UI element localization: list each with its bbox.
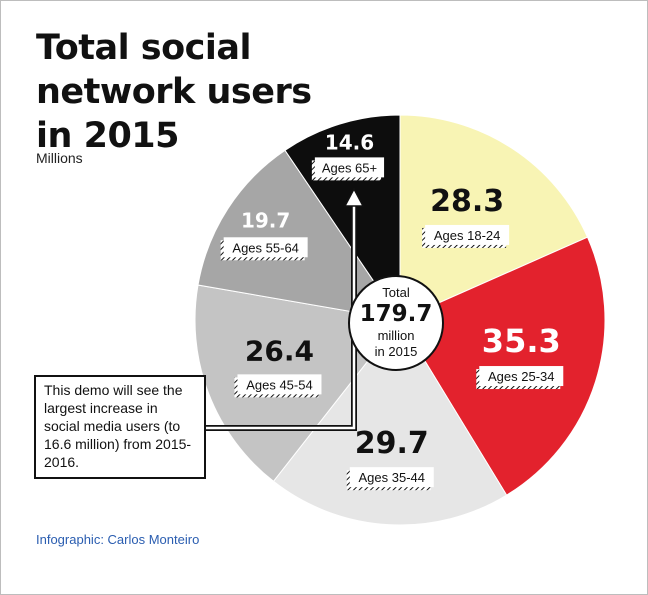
slice-value-label: 19.7 xyxy=(241,208,290,232)
pie-slice-ages-18-24 xyxy=(399,114,589,321)
pie-slices xyxy=(194,114,606,526)
title-line-3: in 2015 xyxy=(36,116,180,156)
label-box xyxy=(349,467,434,488)
total-label: Total xyxy=(382,285,410,300)
label-box xyxy=(223,237,308,258)
total-year: in 2015 xyxy=(375,344,418,359)
pie-labels: 28.3 Ages 18-24 35.3 Ages 25-34 29.7 Ages 35-… xyxy=(220,130,564,491)
slice-category-label: Ages 25-34 xyxy=(488,369,555,384)
slice-category-label: Ages 18-24 xyxy=(434,228,501,243)
slice-value-label: 26.4 xyxy=(245,334,314,367)
callout-arrow xyxy=(206,187,365,431)
pie-slice-ages-35-44 xyxy=(272,319,508,526)
slice-value-label: 29.7 xyxy=(355,426,429,461)
label-box xyxy=(314,157,385,178)
annotation-callout: This demo will see the largest increase … xyxy=(34,375,206,479)
slice-category-label: Ages 45-54 xyxy=(246,377,313,392)
total-unit: million xyxy=(378,328,415,343)
slice-category-label: Ages 65+ xyxy=(322,160,377,175)
label-box xyxy=(425,224,510,245)
label-box xyxy=(237,374,322,395)
slice-category-label: Ages 35-44 xyxy=(359,470,426,485)
title-line-1: Total social xyxy=(36,28,252,68)
total-center: Total 179.7 million in 2015 xyxy=(348,275,444,371)
chart-title: Total social network users in 2015 xyxy=(36,26,312,158)
slice-value-label: 14.6 xyxy=(325,130,374,154)
slice-value-label: 28.3 xyxy=(430,184,504,219)
chart-subtitle: Millions xyxy=(36,150,83,166)
label-box xyxy=(479,366,564,387)
pie-slice-ages-55-64 xyxy=(197,149,402,321)
slice-value-label: 35.3 xyxy=(482,322,561,360)
total-value: 179.7 xyxy=(360,301,433,327)
slice-category-label: Ages 55-64 xyxy=(232,240,299,255)
credit-text: Infographic: Carlos Monteiro xyxy=(36,532,200,547)
title-line-2: network users xyxy=(36,72,312,112)
